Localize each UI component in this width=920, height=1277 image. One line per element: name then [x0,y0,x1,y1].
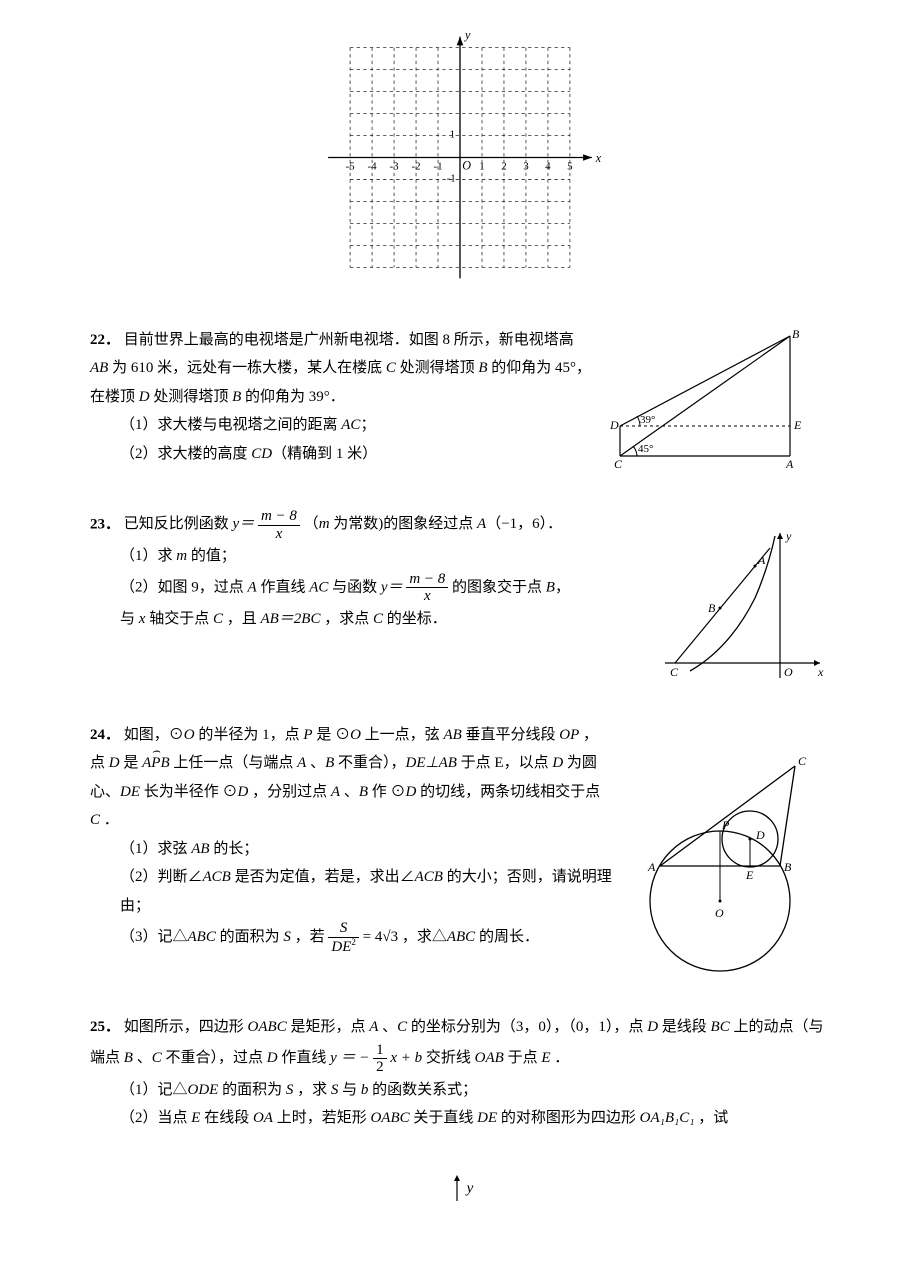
svg-text:y: y [463,30,471,42]
svg-text:B: B [792,327,800,341]
p25-text: 如图所示，四边形 OABC 是矩形，点 A 、C 的坐标分别为（3，0），（0，… [90,1019,823,1066]
svg-text:C: C [670,665,679,679]
svg-text:C: C [614,457,623,471]
grid-svg: x y O -5 -4 -3 -2 -1 1 2 3 4 5 1 -1 [310,30,610,285]
svg-text:C: C [798,754,807,768]
p23-number: 23． [90,516,120,532]
svg-text:x: x [817,665,824,679]
svg-text:45°: 45° [638,443,653,455]
svg-text:E: E [745,868,754,882]
svg-text:O: O [462,159,471,173]
svg-text:D: D [609,418,619,432]
svg-text:5: 5 [567,161,573,173]
svg-text:-2: -2 [411,161,420,173]
svg-text:y: y [785,529,792,543]
svg-text:D: D [755,828,765,842]
svg-text:3: 3 [523,161,529,173]
svg-text:B: B [708,601,716,615]
svg-text:1: 1 [450,129,456,141]
p24-figure: A B C D E O P [620,751,830,992]
svg-text:x: x [595,151,602,165]
svg-text:2: 2 [501,161,507,173]
svg-text:39°: 39° [640,414,655,426]
coordinate-grid-figure: x y O -5 -4 -3 -2 -1 1 2 3 4 5 1 -1 [90,30,830,296]
svg-text:-1: -1 [447,173,456,185]
problem-25: 25． 如图所示，四边形 OABC 是矩形，点 A 、C 的坐标分别为（3，0）… [90,1013,830,1133]
p22-text: 目前世界上最高的电视塔是广州新电视塔．如图 8 所示，新电视塔高 AB 为 61… [90,332,591,405]
svg-text:A: A [785,457,794,471]
p25-sub1: （1）记△ODE 的面积为 S ，求 S 与 b 的函数关系式； [120,1076,830,1105]
p22-figure: C A B D E 45° 39° [600,326,830,487]
p25-number: 25． [90,1019,120,1035]
svg-text:O: O [784,665,793,679]
p23-text: 已知反比例函数 y＝ m − 8x （m 为常数)的图象经过点 A（−1，6）． [124,516,562,532]
svg-text:-4: -4 [367,161,377,173]
svg-text:1: 1 [479,161,485,173]
problem-23: A B C O x y 23． 已知反比例函数 y＝ m − 8x （m 为常数… [90,508,830,699]
p22-number: 22． [90,332,120,348]
svg-text:-3: -3 [389,161,399,173]
p24-number: 24． [90,727,120,743]
svg-text:-1: -1 [433,161,442,173]
svg-text:O: O [715,906,724,920]
p23-figure: A B C O x y [660,528,830,699]
svg-text:A: A [757,553,766,567]
svg-text:P: P [721,818,730,832]
svg-text:4: 4 [545,161,551,173]
p24-text: 如图，⊙O 的半径为 1，点 P 是 ⊙O 上一点，弦 AB 垂直平分线段 OP… [90,727,600,829]
problem-24: A B C D E O P 24． 如图，⊙O 的半径为 1，点 P 是 ⊙O … [90,721,830,992]
svg-text:B: B [784,860,792,874]
svg-text:A: A [647,860,656,874]
bottom-y-axis-hint: y [90,1173,830,1203]
svg-text:E: E [793,418,802,432]
problem-22: C A B D E 45° 39° 22． 目前世界上最高的电视塔是广州新电视塔… [90,326,830,487]
p25-sub2: （2）当点 E 在线段 OA 上时，若矩形 OABC 关于直线 DE 的对称图形… [120,1104,830,1133]
svg-text:-5: -5 [346,161,356,173]
